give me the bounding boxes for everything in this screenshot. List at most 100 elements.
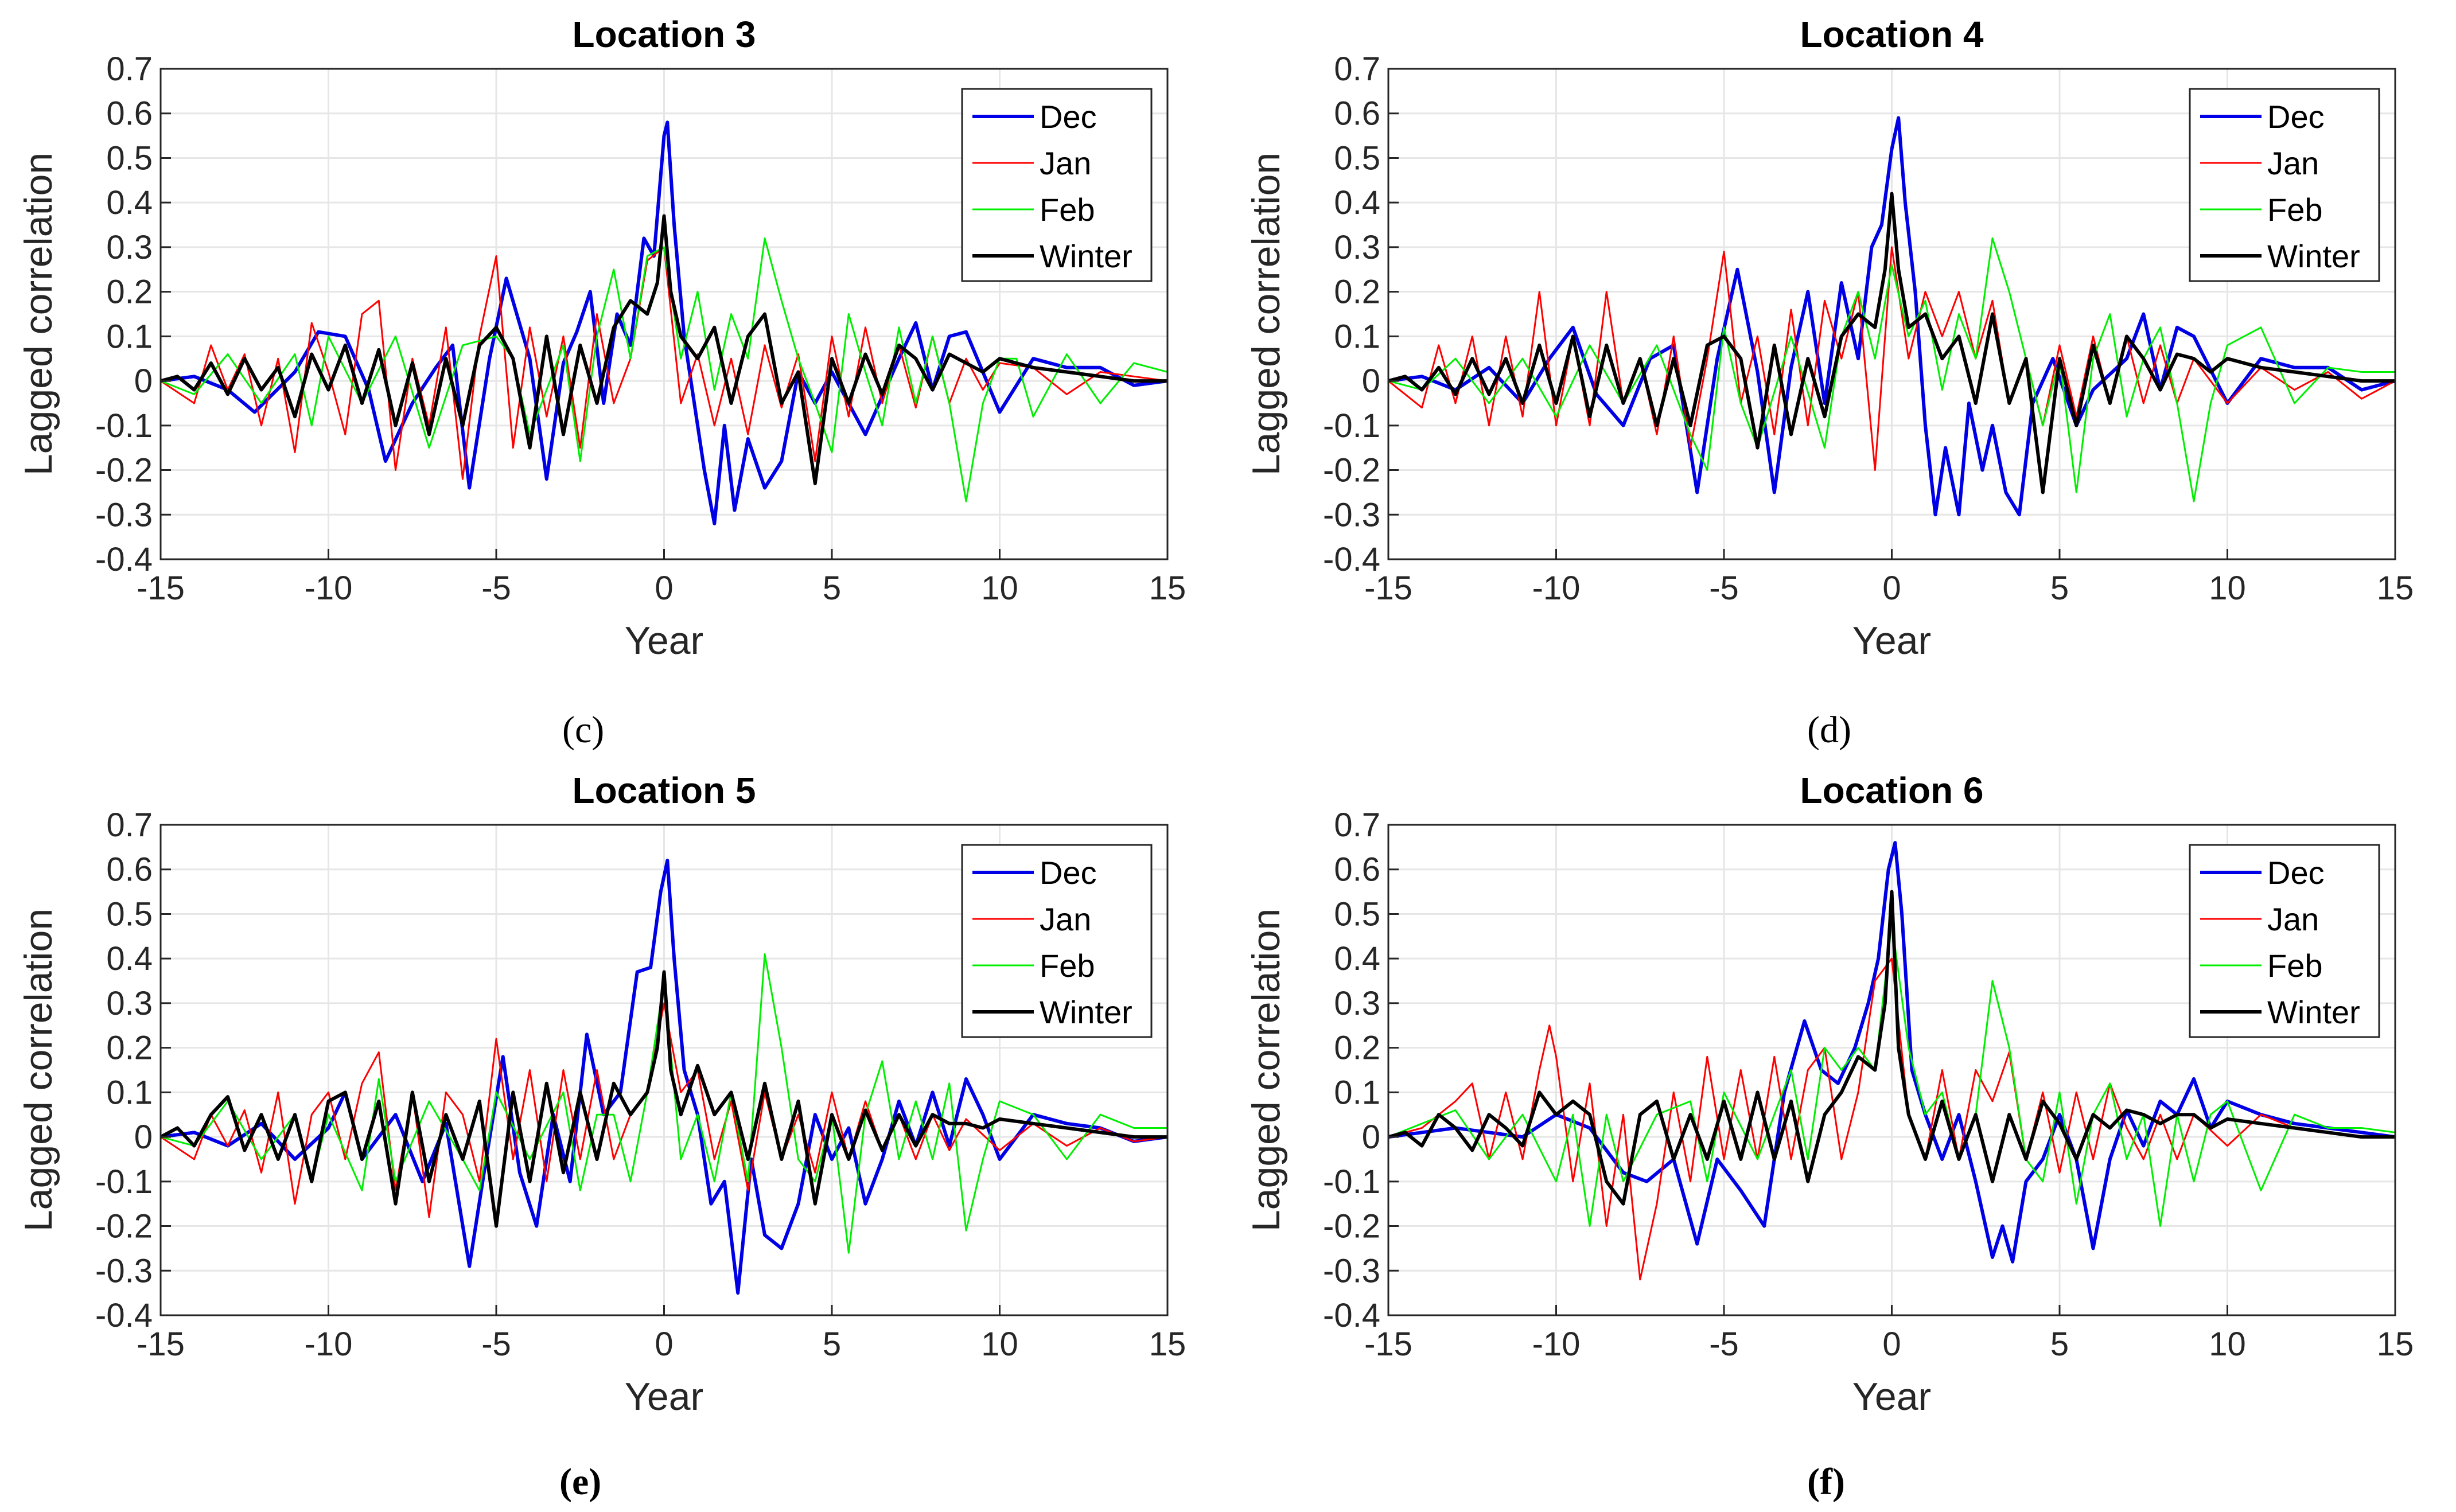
y-tick-label: 0.7 bbox=[1334, 806, 1380, 844]
legend-label-dec: Dec bbox=[1040, 99, 1097, 135]
y-tick-label: 0.4 bbox=[1334, 184, 1380, 221]
y-tick-label: -0.4 bbox=[95, 1297, 153, 1334]
x-tick-label: 5 bbox=[2050, 570, 2069, 607]
series-line-winter bbox=[1388, 890, 2395, 1206]
x-tick-label: -5 bbox=[481, 1326, 511, 1363]
chart-title: Location 5 bbox=[572, 770, 756, 811]
legend-label-jan: Jan bbox=[2267, 145, 2319, 181]
x-tick-label: 15 bbox=[1149, 1326, 1186, 1363]
x-tick-label: 0 bbox=[655, 570, 673, 607]
x-tick-label: -15 bbox=[137, 570, 185, 607]
x-tick-label: -5 bbox=[481, 570, 511, 607]
x-tick-label: -5 bbox=[1709, 1326, 1739, 1363]
legend-label-jan: Jan bbox=[1040, 145, 1091, 181]
x-tick-label: 10 bbox=[2209, 1326, 2246, 1363]
y-tick-label: 0.6 bbox=[106, 851, 153, 889]
series-line-winter bbox=[159, 970, 1167, 1228]
y-tick-label: 0.7 bbox=[106, 806, 153, 844]
y-tick-label: 0.4 bbox=[106, 940, 153, 977]
y-tick-label: 0.1 bbox=[106, 318, 153, 355]
x-tick-label: -15 bbox=[1364, 1326, 1412, 1363]
y-axis-label: Lagged correlation bbox=[17, 909, 60, 1232]
x-tick-label: 10 bbox=[2209, 570, 2246, 607]
legend-label-feb: Feb bbox=[2267, 192, 2323, 228]
y-tick-label: -0.2 bbox=[95, 1208, 153, 1245]
y-tick-label: 0.1 bbox=[106, 1074, 153, 1111]
x-tick-label: 0 bbox=[655, 1326, 673, 1363]
x-tick-label: -10 bbox=[305, 570, 353, 607]
x-tick-label: -5 bbox=[1709, 570, 1739, 607]
y-tick-label: 0 bbox=[1362, 1119, 1380, 1156]
legend-box bbox=[961, 844, 1153, 1038]
y-tick-label: 0.4 bbox=[106, 184, 153, 221]
y-tick-label: 0.3 bbox=[106, 229, 153, 266]
x-tick-label: 0 bbox=[1882, 1326, 1901, 1363]
legend-box bbox=[2189, 844, 2380, 1038]
legend-label-winter: Winter bbox=[2267, 238, 2360, 274]
series-line-feb bbox=[1388, 237, 2395, 502]
legend-label-winter: Winter bbox=[1040, 994, 1132, 1030]
y-tick-label: 0.2 bbox=[106, 274, 153, 311]
series-line-feb bbox=[1388, 922, 2396, 1227]
caption-f: (f) bbox=[1807, 1461, 1845, 1503]
y-tick-label: 0.3 bbox=[1334, 985, 1380, 1022]
x-axis-label: Year bbox=[625, 619, 703, 663]
y-axis-label: Lagged correlation bbox=[1244, 909, 1288, 1232]
y-tick-label: -0.2 bbox=[1323, 1208, 1380, 1245]
y-tick-label: 0.2 bbox=[1334, 1030, 1380, 1067]
y-tick-label: -0.3 bbox=[1323, 1252, 1380, 1289]
x-tick-label: 15 bbox=[2377, 1326, 2414, 1363]
legend-box bbox=[2189, 88, 2380, 282]
series-line-feb bbox=[160, 237, 1168, 502]
y-tick-label: -0.4 bbox=[1323, 1297, 1380, 1334]
y-tick-label: 0.6 bbox=[1334, 851, 1380, 889]
panel-location-5: Location 5 -15 -10 -5 0 5 10 15 -0.4 -0.3 -0.2 -0.1… bbox=[0, 756, 1228, 1512]
x-tick-label: -15 bbox=[1364, 570, 1412, 607]
y-tick-label: 0.1 bbox=[1334, 1074, 1380, 1111]
x-tick-label: -10 bbox=[1532, 1326, 1581, 1363]
x-axis-label: Year bbox=[1852, 619, 1931, 663]
legend-label-dec: Dec bbox=[1040, 855, 1097, 891]
y-tick-label: 0.4 bbox=[1334, 940, 1380, 977]
panel-location-6: Location 6 -15 -10 -5 0 5 10 15 -0.4 -0.3 -0.2 -0.1… bbox=[1228, 756, 2455, 1512]
y-tick-label: -0.1 bbox=[95, 407, 153, 445]
chart-title: Location 6 bbox=[1800, 770, 1983, 811]
y-tick-label: 0.3 bbox=[1334, 229, 1380, 266]
legend-label-jan: Jan bbox=[2267, 901, 2319, 937]
x-axis-label: Year bbox=[1852, 1375, 1931, 1419]
caption-d: (d) bbox=[1807, 709, 1851, 751]
x-tick-label: 5 bbox=[823, 1326, 841, 1363]
x-tick-label: 15 bbox=[1149, 570, 1186, 607]
legend-label-jan: Jan bbox=[1040, 901, 1091, 937]
series-line-winter bbox=[160, 214, 1167, 485]
x-tick-label: 15 bbox=[2377, 570, 2414, 607]
legend-label-feb: Feb bbox=[1040, 192, 1095, 228]
chart-location-5: Location 5 -15 -10 -5 0 5 10 15 -0.4 -0.3 -0.2 -0.1… bbox=[17, 770, 1186, 1419]
y-tick-label: 0.5 bbox=[106, 895, 153, 933]
series-line-jan bbox=[1388, 957, 2395, 1281]
chart-title: Location 4 bbox=[1800, 14, 1983, 55]
y-tick-label: 0.6 bbox=[1334, 95, 1380, 133]
caption-c: (c) bbox=[562, 709, 605, 751]
y-tick-label: 0.2 bbox=[106, 1030, 153, 1067]
chart-location-4: Location 4 -15 -10 -5 0 5 10 15 -0.4 -0.3 -0.2 -0.1… bbox=[1244, 14, 2414, 663]
y-tick-label: 0 bbox=[1362, 363, 1380, 400]
x-tick-label: 5 bbox=[823, 570, 841, 607]
chart-location-6: Location 6 -15 -10 -5 0 5 10 15 -0.4 -0.3 -0.2 -0.1… bbox=[1244, 770, 2414, 1419]
chart-location-3: Location 3 -15 -10 -5 0 5 10 15 -0.4 -0.3 -0.2 -0.1… bbox=[17, 14, 1186, 663]
y-tick-label: 0.2 bbox=[1334, 274, 1380, 311]
legend-label-winter: Winter bbox=[1040, 238, 1132, 274]
y-tick-label: -0.2 bbox=[1323, 452, 1380, 489]
y-axis-label: Lagged correlation bbox=[17, 153, 60, 476]
legend-label-feb: Feb bbox=[2267, 948, 2323, 984]
x-tick-label: 0 bbox=[1882, 570, 1901, 607]
legend-label-dec: Dec bbox=[2267, 855, 2325, 891]
y-tick-label: -0.3 bbox=[95, 496, 153, 533]
legend-label-feb: Feb bbox=[1040, 948, 1095, 984]
y-tick-label: 0.3 bbox=[106, 985, 153, 1022]
y-tick-label: -0.1 bbox=[1323, 407, 1380, 445]
y-tick-label: 0.5 bbox=[1334, 895, 1380, 933]
x-tick-label: 5 bbox=[2050, 1326, 2069, 1363]
series-line-jan bbox=[160, 1002, 1168, 1218]
y-tick-label: 0.6 bbox=[106, 95, 153, 133]
